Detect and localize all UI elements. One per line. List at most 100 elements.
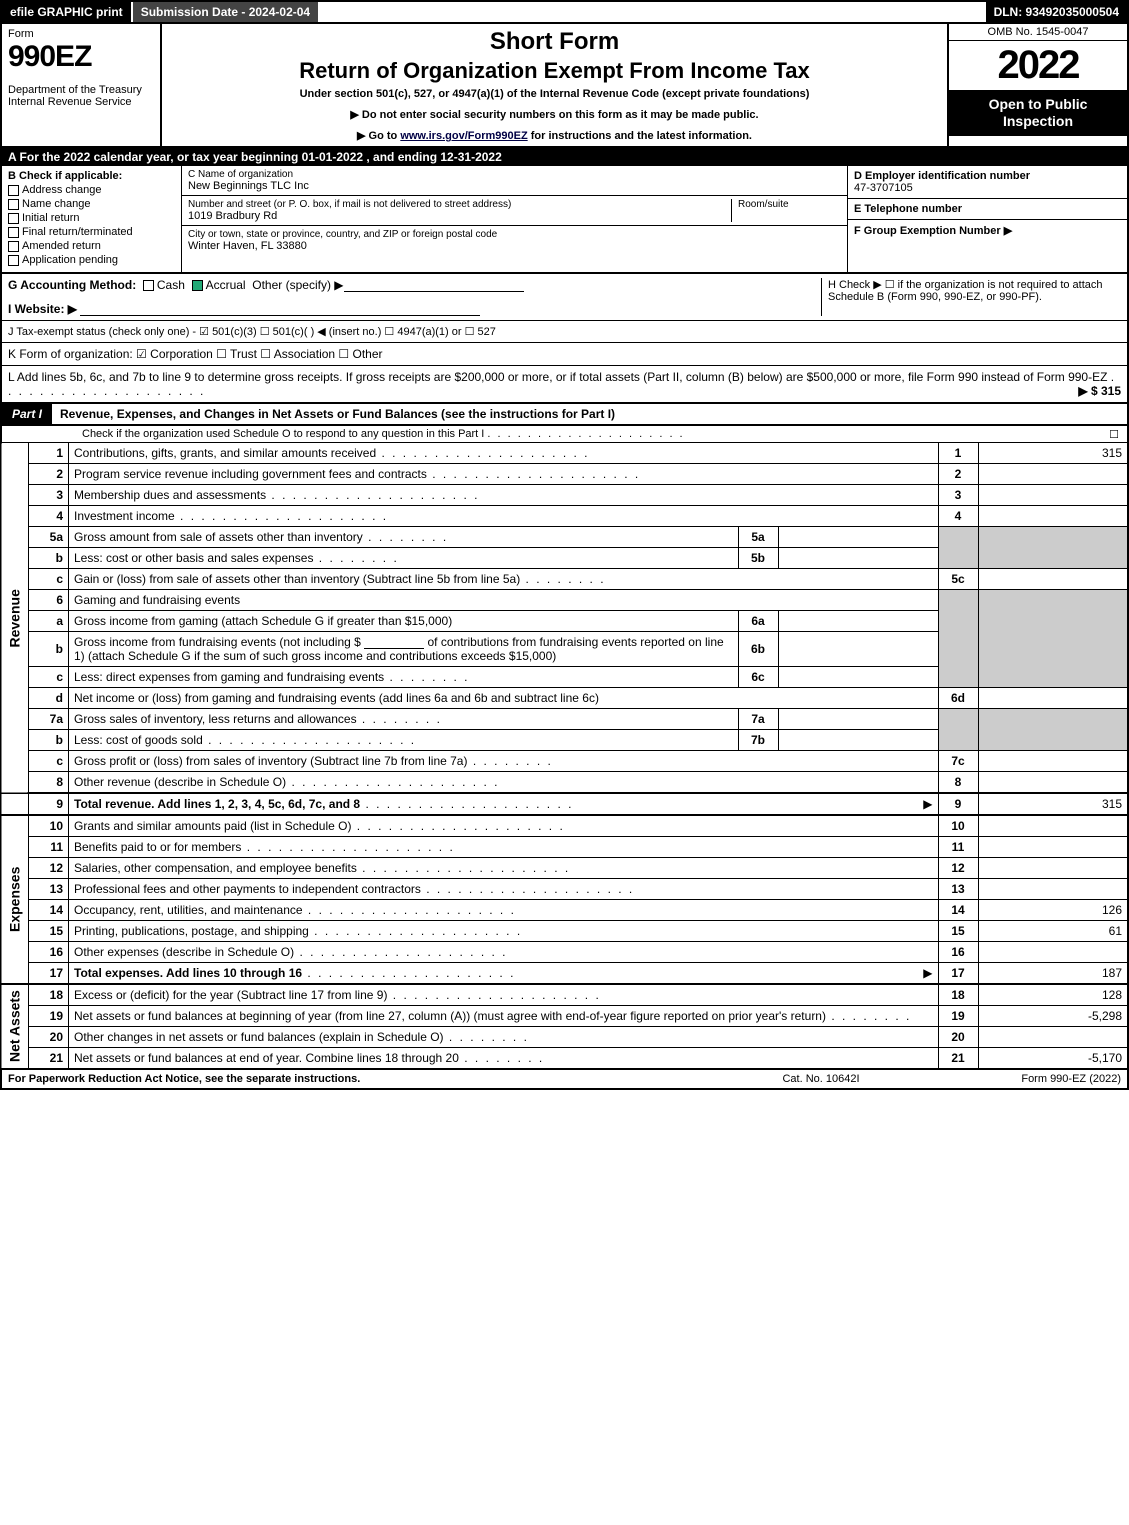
dots-icon <box>487 428 684 440</box>
chk-name-change[interactable]: Name change <box>8 198 175 210</box>
sidebar-revenue: Revenue <box>1 443 29 794</box>
line-10: Expenses 10 Grants and similar amounts p… <box>1 815 1128 837</box>
sidebar-net-assets: Net Assets <box>1 984 29 1069</box>
open-public: Open to Public Inspection <box>949 90 1127 136</box>
row-k: K Form of organization: ☑ Corporation ☐ … <box>2 343 1127 366</box>
org-name-cell: C Name of organization New Beginnings TL… <box>182 166 847 196</box>
line-5c: c Gain or (loss) from sale of assets oth… <box>1 569 1128 590</box>
group-exemption-label: F Group Exemption Number ▶ <box>854 224 1121 237</box>
city: Winter Haven, FL 33880 <box>188 240 841 252</box>
bc-block: B Check if applicable: Address change Na… <box>0 166 1129 274</box>
line-1: Revenue 1 Contributions, gifts, grants, … <box>1 443 1128 464</box>
part1-sub: Check if the organization used Schedule … <box>0 426 1129 442</box>
line-21: 21 Net assets or fund balances at end of… <box>1 1048 1128 1070</box>
row-h: H Check ▶ ☐ if the organization is not r… <box>821 278 1121 316</box>
street-label: Number and street (or P. O. box, if mail… <box>188 199 731 210</box>
amt-1: 315 <box>978 443 1128 464</box>
line-9: 9 Total revenue. Add lines 1, 2, 3, 4, 5… <box>1 793 1128 815</box>
tax-year: 2022 <box>949 41 1127 90</box>
group-exemption-cell: F Group Exemption Number ▶ <box>848 220 1127 241</box>
irs-link[interactable]: www.irs.gov/Form990EZ <box>400 130 527 142</box>
row-l-text: L Add lines 5b, 6c, and 7b to line 9 to … <box>8 370 1121 398</box>
arrow-icon: ▶ <box>923 966 932 980</box>
top-spacer <box>318 2 985 22</box>
header-right: OMB No. 1545-0047 2022 Open to Public In… <box>947 24 1127 146</box>
form-header: Form 990EZ Department of the Treasury In… <box>0 24 1129 148</box>
line-16: 16 Other expenses (describe in Schedule … <box>1 942 1128 963</box>
ein-label: D Employer identification number <box>854 170 1121 182</box>
section-b: B Check if applicable: Address change Na… <box>2 166 182 272</box>
line-15: 15 Printing, publications, postage, and … <box>1 921 1128 942</box>
line-4: 4 Investment income 4 <box>1 506 1128 527</box>
org-name-label: C Name of organization <box>188 169 841 180</box>
chk-final-return[interactable]: Final return/terminated <box>8 226 175 238</box>
line-6d: d Net income or (loss) from gaming and f… <box>1 688 1128 709</box>
row-a-period: A For the 2022 calendar year, or tax yea… <box>0 148 1129 166</box>
amt-14: 126 <box>978 900 1128 921</box>
other-specify-input[interactable] <box>344 280 524 292</box>
header-mid: Short Form Return of Organization Exempt… <box>162 24 947 146</box>
line-8: 8 Other revenue (describe in Schedule O)… <box>1 772 1128 794</box>
line-6: 6 Gaming and fundraising events <box>1 590 1128 611</box>
amt-21: -5,170 <box>978 1048 1128 1070</box>
room-label: Room/suite <box>738 199 841 210</box>
ssn-note: ▶ Do not enter social security numbers o… <box>170 108 939 121</box>
line-14: 14 Occupancy, rent, utilities, and maint… <box>1 900 1128 921</box>
street-row: Number and street (or P. O. box, if mail… <box>182 196 847 226</box>
gl-block: G Accounting Method: Cash Accrual Other … <box>0 274 1129 404</box>
page-footer: For Paperwork Reduction Act Notice, see … <box>0 1070 1129 1090</box>
row-j: J Tax-exempt status (check only one) - ☑… <box>2 321 1127 343</box>
line-2: 2 Program service revenue including gove… <box>1 464 1128 485</box>
cat-no: Cat. No. 10642I <box>721 1073 921 1085</box>
dln: DLN: 93492035000504 <box>986 2 1127 22</box>
line-13: 13 Professional fees and other payments … <box>1 879 1128 900</box>
amt-9: 315 <box>978 793 1128 815</box>
6b-amount-input[interactable] <box>364 637 424 649</box>
chk-cash[interactable] <box>143 280 154 291</box>
efile-print-label[interactable]: efile GRAPHIC print <box>2 2 131 22</box>
form-number: 990EZ <box>8 40 154 74</box>
part1-header: Part I Revenue, Expenses, and Changes in… <box>0 404 1129 426</box>
phone-cell: E Telephone number <box>848 199 1127 220</box>
chk-address-change[interactable]: Address change <box>8 184 175 196</box>
goto-note: ▶ Go to www.irs.gov/Form990EZ for instru… <box>170 129 939 142</box>
section-def: D Employer identification number 47-3707… <box>847 166 1127 272</box>
form-ref: Form 990-EZ (2022) <box>921 1073 1121 1085</box>
part1-table: Revenue 1 Contributions, gifts, grants, … <box>0 442 1129 1070</box>
chk-accrual[interactable] <box>192 280 203 291</box>
chk-application-pending[interactable]: Application pending <box>8 254 175 266</box>
chk-initial-return[interactable]: Initial return <box>8 212 175 224</box>
org-name: New Beginnings TLC Inc <box>188 180 841 192</box>
amt-19: -5,298 <box>978 1006 1128 1027</box>
g-label: G Accounting Method: <box>8 278 136 292</box>
part1-title: Revenue, Expenses, and Changes in Net As… <box>52 404 1127 424</box>
line-17: 17 Total expenses. Add lines 10 through … <box>1 963 1128 985</box>
line-19: 19 Net assets or fund balances at beginn… <box>1 1006 1128 1027</box>
goto-post: for instructions and the latest informat… <box>528 130 752 142</box>
line-12: 12 Salaries, other compensation, and emp… <box>1 858 1128 879</box>
top-bar: efile GRAPHIC print Submission Date - 20… <box>0 0 1129 24</box>
line-20: 20 Other changes in net assets or fund b… <box>1 1027 1128 1048</box>
short-form-title: Short Form <box>170 28 939 56</box>
ein: 47-3707105 <box>854 182 1121 194</box>
row-g: G Accounting Method: Cash Accrual Other … <box>8 278 821 316</box>
row-l-amount: ▶ $ 315 <box>1078 384 1121 398</box>
amt-18: 128 <box>978 984 1128 1006</box>
dept-name: Department of the Treasury Internal Reve… <box>8 84 154 108</box>
amt-15: 61 <box>978 921 1128 942</box>
part1-sub-checkbox[interactable]: ☐ <box>1109 428 1119 441</box>
form-title: Return of Organization Exempt From Incom… <box>170 58 939 84</box>
row-l: L Add lines 5b, 6c, and 7b to line 9 to … <box>2 366 1127 402</box>
row-j-text: J Tax-exempt status (check only one) - ☑… <box>8 325 1121 338</box>
amt-17: 187 <box>978 963 1128 985</box>
city-cell: City or town, state or province, country… <box>182 226 847 255</box>
website-input[interactable] <box>80 304 480 316</box>
line-11: 11 Benefits paid to or for members 11 <box>1 837 1128 858</box>
line-3: 3 Membership dues and assessments 3 <box>1 485 1128 506</box>
submission-date: Submission Date - 2024-02-04 <box>131 2 318 22</box>
chk-amended-return[interactable]: Amended return <box>8 240 175 252</box>
ein-cell: D Employer identification number 47-3707… <box>848 166 1127 199</box>
line-5a: 5a Gross amount from sale of assets othe… <box>1 527 1128 548</box>
arrow-icon: ▶ <box>923 797 932 811</box>
sidebar-expenses: Expenses <box>1 815 29 984</box>
